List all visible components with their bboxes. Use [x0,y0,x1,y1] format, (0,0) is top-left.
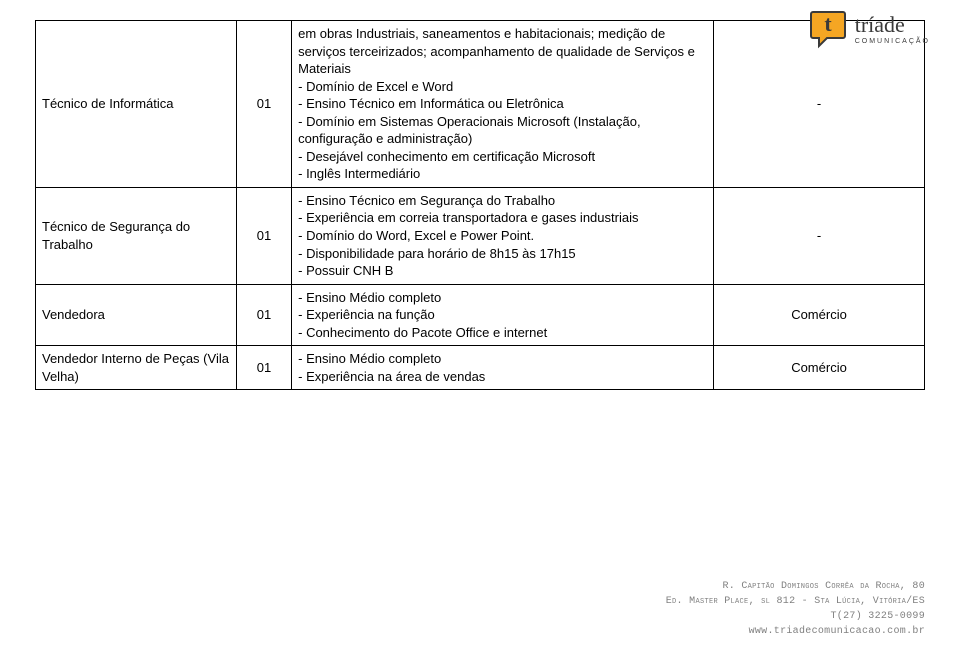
brand-logo: t tríade COMUNICAÇÃO [807,8,930,50]
logo-brand-name: tríade [855,14,930,36]
table-row: Técnico de Segurança do Trabalho01- Ensi… [36,187,925,284]
job-title-cell: Vendedora [36,284,237,346]
job-title-cell: Técnico de Informática [36,21,237,188]
job-desc-cell: - Ensino Médio completo - Experiência na… [292,346,714,390]
job-desc-cell: em obras Industriais, saneamentos e habi… [292,21,714,188]
job-sector-cell: - [714,187,925,284]
main-content: Técnico de Informática01em obras Industr… [0,0,960,390]
logo-subtitle: COMUNICAÇÃO [855,38,930,45]
footer-url: www.triadecomunicacao.com.br [666,624,925,639]
speech-bubble-icon: t [807,8,849,50]
job-qty-cell: 01 [236,346,291,390]
table-row: Vendedor Interno de Peças (Vila Velha)01… [36,346,925,390]
job-qty-cell: 01 [236,284,291,346]
footer-phone: T(27) 3225-0099 [666,609,925,624]
job-desc-cell: - Ensino Técnico em Segurança do Trabalh… [292,187,714,284]
job-sector-cell: Comércio [714,284,925,346]
job-qty-cell: 01 [236,187,291,284]
page-footer: R. Capitão Domingos Corrêa da Rocha, 80 … [666,579,925,639]
job-qty-cell: 01 [236,21,291,188]
table-row: Vendedora01- Ensino Médio completo - Exp… [36,284,925,346]
jobs-table: Técnico de Informática01em obras Industr… [35,20,925,390]
job-title-cell: Técnico de Segurança do Trabalho [36,187,237,284]
footer-address-2: Ed. Master Place, sl 812 - Sta Lúcia, Vi… [666,594,925,609]
table-row: Técnico de Informática01em obras Industr… [36,21,925,188]
job-sector-cell: Comércio [714,346,925,390]
job-title-cell: Vendedor Interno de Peças (Vila Velha) [36,346,237,390]
footer-address-1: R. Capitão Domingos Corrêa da Rocha, 80 [666,579,925,594]
logo-letter: t [824,11,832,36]
job-desc-cell: - Ensino Médio completo - Experiência na… [292,284,714,346]
